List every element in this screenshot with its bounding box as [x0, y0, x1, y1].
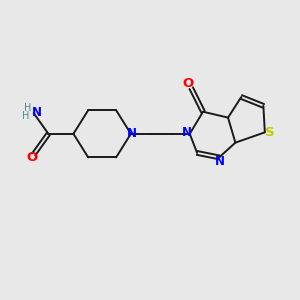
- Text: H: H: [23, 103, 31, 113]
- Text: H: H: [22, 111, 29, 121]
- Text: N: N: [32, 106, 42, 119]
- Text: S: S: [265, 126, 275, 140]
- Text: N: N: [127, 127, 137, 140]
- Text: O: O: [27, 152, 38, 164]
- Text: O: O: [183, 77, 194, 90]
- Text: N: N: [182, 126, 192, 139]
- Text: N: N: [215, 155, 225, 168]
